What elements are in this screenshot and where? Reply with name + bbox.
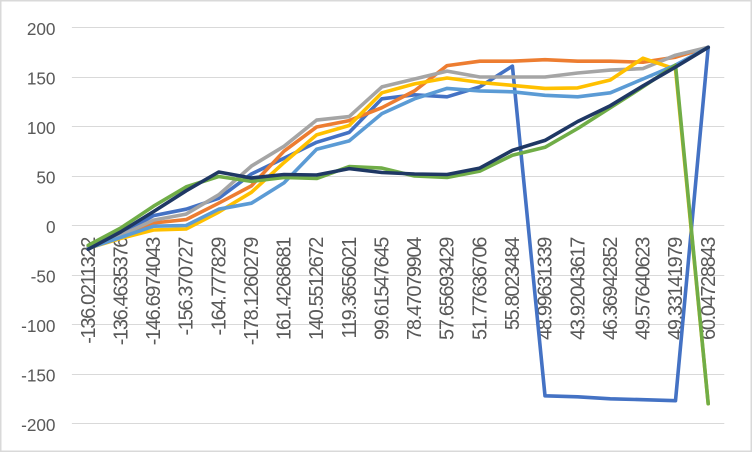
svg-text:55.8023484: 55.8023484 bbox=[502, 237, 524, 330]
svg-text:99.61547645: 99.61547645 bbox=[372, 237, 394, 340]
svg-text:0: 0 bbox=[46, 217, 56, 237]
svg-text:119.3656021: 119.3656021 bbox=[339, 237, 361, 339]
svg-text:57.65693429: 57.65693429 bbox=[437, 237, 459, 340]
svg-text:-150: -150 bbox=[21, 366, 55, 386]
svg-text:50: 50 bbox=[36, 168, 55, 188]
svg-text:49.57640623: 49.57640623 bbox=[633, 237, 655, 340]
svg-text:-178.1260279: -178.1260279 bbox=[241, 237, 263, 345]
svg-text:48.99631339: 48.99631339 bbox=[535, 237, 557, 340]
svg-text:-100: -100 bbox=[21, 316, 55, 336]
svg-text:-50: -50 bbox=[31, 267, 56, 287]
svg-text:200: 200 bbox=[27, 19, 56, 39]
svg-text:-164.777829: -164.777829 bbox=[208, 237, 230, 336]
svg-text:161.4268681: 161.4268681 bbox=[274, 237, 296, 340]
svg-text:46.36942852: 46.36942852 bbox=[600, 237, 622, 340]
svg-text:-136.0211322: -136.0211322 bbox=[78, 237, 100, 344]
svg-text:78.47079904: 78.47079904 bbox=[404, 237, 426, 340]
svg-text:49.33141979: 49.33141979 bbox=[665, 237, 687, 340]
svg-text:51.77636706: 51.77636706 bbox=[469, 237, 491, 340]
svg-text:-200: -200 bbox=[21, 415, 55, 435]
svg-text:-136.4635376: -136.4635376 bbox=[110, 237, 132, 345]
svg-text:140.5512672: 140.5512672 bbox=[306, 237, 328, 340]
svg-text:60.04728843: 60.04728843 bbox=[698, 237, 720, 340]
svg-text:100: 100 bbox=[27, 118, 56, 138]
svg-text:-146.6974043: -146.6974043 bbox=[143, 237, 165, 345]
svg-text:43.92043617: 43.92043617 bbox=[567, 237, 589, 340]
svg-text:-156.370727: -156.370727 bbox=[176, 237, 198, 336]
svg-text:150: 150 bbox=[27, 69, 56, 89]
